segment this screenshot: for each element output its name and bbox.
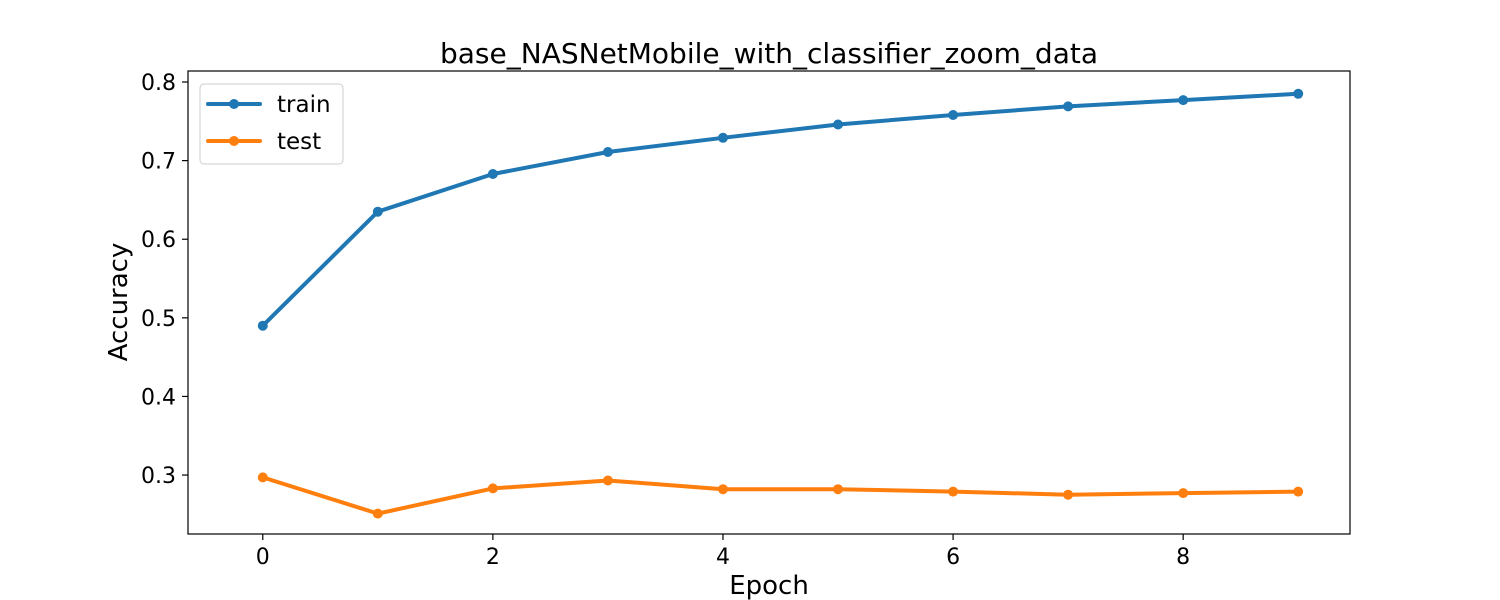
legend-entries: train test [206, 92, 331, 155]
data-point-test-4 [718, 484, 728, 495]
data-point-train-9 [1293, 88, 1304, 99]
data-point-train-7 [1063, 101, 1074, 112]
data-point-test-3 [602, 475, 613, 486]
data-point-test-9 [1293, 486, 1304, 497]
legend-entry-test: test [206, 129, 321, 155]
y-tick-label-0.3: 0.3 [141, 464, 176, 489]
x-axis: 0 2 4 6 8 [256, 534, 1190, 570]
series-layer [257, 88, 1304, 519]
y-tick-label-0.8: 0.8 [141, 71, 176, 96]
data-point-train-5 [833, 119, 843, 130]
legend-label-train: train [277, 92, 331, 118]
x-axis-label: Epoch [729, 571, 809, 600]
legend-marker-test [229, 136, 239, 146]
x-tick-label-0: 0 [256, 545, 270, 570]
y-tick-label-0.5: 0.5 [141, 307, 176, 332]
y-axis-label: Accuracy [104, 243, 134, 362]
data-point-train-0 [257, 320, 268, 331]
y-tick-label-0.4: 0.4 [141, 385, 176, 410]
data-point-test-7 [1063, 489, 1074, 500]
data-point-test-1 [372, 508, 383, 519]
series-line-test [260, 475, 1301, 516]
data-point-train-6 [948, 110, 959, 120]
series-train [257, 88, 1304, 331]
data-point-train-3 [602, 147, 613, 157]
x-tick-label-4: 4 [716, 545, 730, 570]
plot-area-frame [187, 70, 1351, 535]
x-tick-label-2: 2 [486, 545, 500, 570]
data-point-test-6 [948, 486, 959, 497]
data-point-train-4 [718, 132, 728, 143]
data-point-train-1 [372, 206, 383, 217]
x-tick-label-8: 8 [1176, 545, 1190, 570]
data-point-test-2 [487, 483, 498, 494]
series-test [257, 472, 1304, 519]
series-line-train [260, 91, 1301, 328]
data-point-train-2 [487, 169, 498, 179]
data-point-train-8 [1178, 95, 1189, 106]
legend-entry-train: train [206, 92, 331, 118]
legend: train test [199, 83, 344, 165]
data-point-test-8 [1178, 488, 1189, 499]
y-tick-label-0.7: 0.7 [141, 150, 176, 175]
legend-label-test: test [277, 129, 321, 155]
chart-title: base_NASNetMobile_with_classifier_zoom_d… [440, 37, 1098, 70]
legend-marker-train [229, 99, 239, 109]
y-axis: 0.3 0.4 0.5 0.6 0.7 0.8 [141, 71, 188, 489]
data-point-test-5 [833, 484, 843, 495]
data-point-test-0 [257, 472, 268, 483]
x-tick-label-6: 6 [946, 545, 960, 570]
y-tick-label-0.6: 0.6 [141, 228, 176, 253]
